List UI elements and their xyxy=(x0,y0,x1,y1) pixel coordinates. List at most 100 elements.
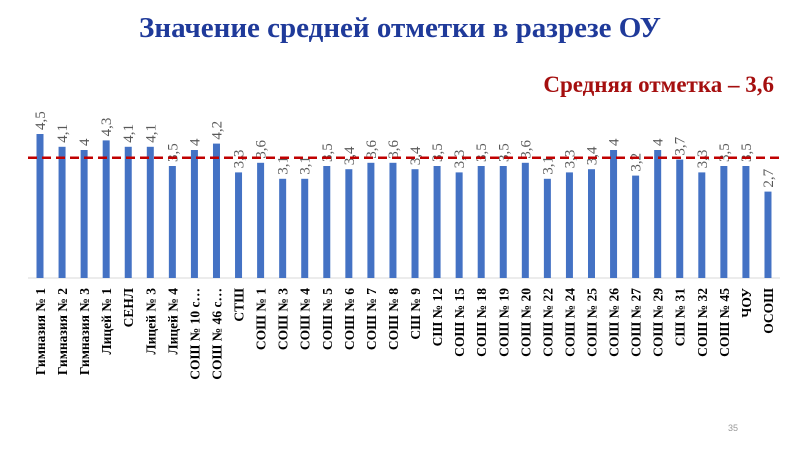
bar xyxy=(190,150,198,278)
bar xyxy=(565,172,573,278)
category-label: СОШ № 25 xyxy=(585,288,600,357)
bar xyxy=(632,175,640,278)
bar xyxy=(499,166,507,278)
bar xyxy=(212,143,220,278)
category-label: СОШ № 19 xyxy=(496,288,511,357)
category-label: СОШ № 4 xyxy=(298,288,313,350)
data-label: 3,5 xyxy=(430,143,446,162)
bar xyxy=(742,166,750,278)
bar xyxy=(588,169,595,278)
data-label: 3,5 xyxy=(474,143,490,162)
bar xyxy=(257,162,265,278)
category-label: СШ № 12 xyxy=(430,288,445,347)
data-label: 3,6 xyxy=(386,140,402,159)
data-label: 3,5 xyxy=(739,143,755,162)
data-label: 3,4 xyxy=(585,146,601,165)
category-label: СОШ № 27 xyxy=(629,288,644,357)
category-label: Лицей № 1 xyxy=(99,288,114,355)
data-label: 3,4 xyxy=(408,146,424,165)
bar xyxy=(36,134,44,278)
data-label: 3,5 xyxy=(165,143,181,162)
category-label: СОШ № 22 xyxy=(540,288,555,357)
data-label: 3,1 xyxy=(540,156,556,175)
bar xyxy=(58,146,66,278)
bar xyxy=(676,159,684,278)
bar xyxy=(610,150,618,278)
category-label: Гимназия № 1 xyxy=(33,288,48,375)
category-label: Гимназия № 2 xyxy=(55,288,70,375)
average-label: Средняя отметка – 3,6 xyxy=(543,72,774,97)
data-label: 3,1 xyxy=(298,156,314,175)
data-label: 3,3 xyxy=(562,150,578,169)
bar xyxy=(146,146,154,278)
data-label: 3,1 xyxy=(276,156,292,175)
data-label: 4,1 xyxy=(55,124,71,143)
bar xyxy=(279,178,287,278)
data-label: 4 xyxy=(187,138,203,146)
bar xyxy=(654,150,662,278)
data-label: 2,7 xyxy=(761,168,777,187)
category-label: СОШ № 24 xyxy=(562,288,577,357)
data-label: 3,6 xyxy=(364,140,380,159)
bar xyxy=(411,169,419,278)
bar xyxy=(102,140,110,278)
category-label: СОШ № 7 xyxy=(364,288,379,350)
bar xyxy=(433,166,441,278)
category-label: СТШ xyxy=(232,288,247,322)
data-label: 4,1 xyxy=(121,124,137,143)
bar xyxy=(543,178,551,278)
category-label: СШ № 31 xyxy=(673,288,688,347)
bar xyxy=(455,172,463,278)
category-label: СОШ № 6 xyxy=(342,288,357,350)
bar xyxy=(168,166,176,278)
data-label: 4 xyxy=(77,138,93,146)
category-label: СОШ № 45 xyxy=(717,288,732,357)
bar xyxy=(521,162,529,278)
data-label: 4,2 xyxy=(209,121,225,140)
data-label: 3,5 xyxy=(320,143,336,162)
data-label: 3,5 xyxy=(496,143,512,162)
category-label: СОШ № 10 с… xyxy=(187,288,202,380)
data-label: 3,3 xyxy=(452,150,468,169)
data-label: 3,6 xyxy=(254,140,270,159)
page-number: 35 xyxy=(728,423,739,433)
category-label: СОШ № 29 xyxy=(651,288,666,357)
bar xyxy=(367,162,375,278)
category-label: ОСОШ xyxy=(761,288,776,334)
category-label: СОШ № 8 xyxy=(386,288,401,350)
data-label: 4 xyxy=(651,138,667,146)
data-label: 3,6 xyxy=(518,140,534,159)
bar xyxy=(323,166,331,278)
data-label: 3,5 xyxy=(717,143,733,162)
bar xyxy=(764,191,772,278)
bar xyxy=(389,162,397,278)
category-label: СОШ № 15 xyxy=(452,288,467,357)
data-label: 4,5 xyxy=(33,111,49,130)
data-label: 3,4 xyxy=(342,146,358,165)
data-label: 3,7 xyxy=(673,136,689,155)
category-label: СШ № 9 xyxy=(408,288,423,340)
slide-title: Значение средней отметки в разрезе ОУ xyxy=(139,12,661,44)
category-label: Лицей № 4 xyxy=(165,288,180,355)
data-label: 4,3 xyxy=(99,118,115,137)
category-label: ЧОУ xyxy=(739,288,754,318)
category-label: СОШ № 26 xyxy=(607,288,622,357)
bar xyxy=(698,172,706,278)
data-label: 4 xyxy=(607,138,623,146)
bar xyxy=(80,150,88,278)
bar xyxy=(301,178,309,278)
data-label: 3,2 xyxy=(629,153,645,172)
category-label: СОШ № 32 xyxy=(695,288,710,357)
bar xyxy=(235,172,243,278)
bar xyxy=(124,146,132,278)
category-label: СОШ № 3 xyxy=(276,288,291,350)
category-label: Лицей № 3 xyxy=(143,288,158,355)
category-label: СОШ № 1 xyxy=(254,288,269,350)
category-label: СЕНЛ xyxy=(121,288,136,327)
data-label: 4,1 xyxy=(143,124,159,143)
bar xyxy=(720,166,728,278)
category-label: СОШ № 20 xyxy=(518,288,533,357)
category-label: Гимназия № 3 xyxy=(77,288,92,375)
bar xyxy=(345,169,353,278)
